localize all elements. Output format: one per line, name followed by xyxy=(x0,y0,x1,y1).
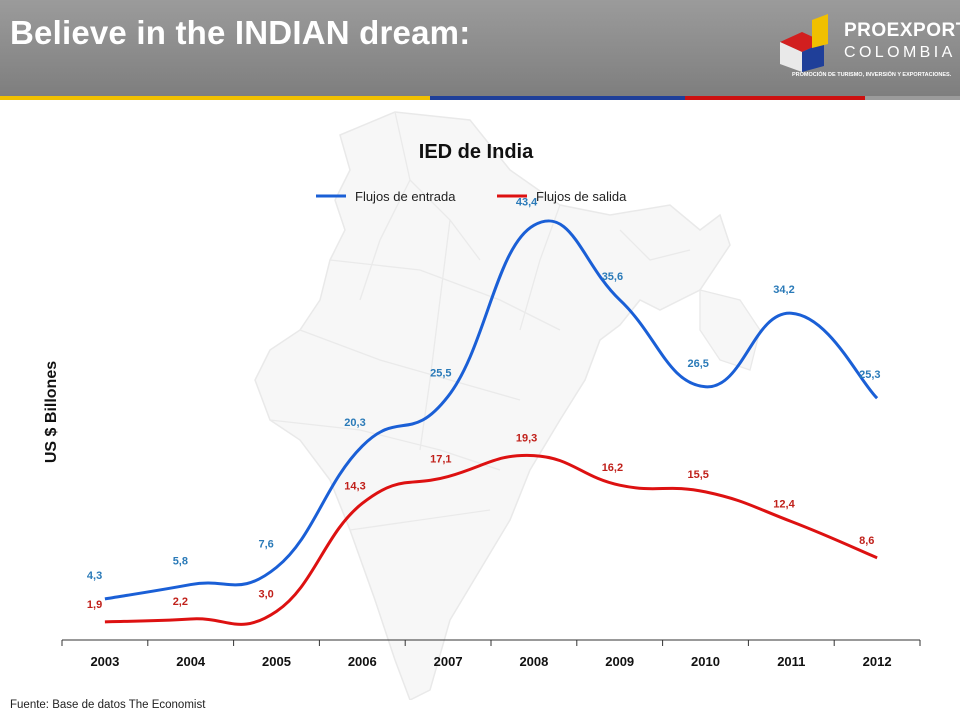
data-label-outflow: 19,3 xyxy=(516,433,537,445)
data-label-inflow: 43,4 xyxy=(516,196,538,208)
logo-line1: PROEXPORT xyxy=(844,20,960,41)
x-tick-label: 2012 xyxy=(863,654,892,669)
x-tick-label: 2010 xyxy=(691,654,720,669)
series-lines xyxy=(104,219,879,626)
x-tick-label: 2005 xyxy=(262,654,291,669)
y-axis-label: US $ Billones xyxy=(43,361,60,463)
data-label-outflow: 16,2 xyxy=(602,462,623,474)
x-tick-label: 2006 xyxy=(348,654,377,669)
x-tick-label: 2008 xyxy=(519,654,548,669)
data-label-inflow: 20,3 xyxy=(344,417,365,429)
data-label-outflow: 3,0 xyxy=(259,588,274,600)
legend-label-outflow: Flujos de salida xyxy=(536,189,627,204)
ied-line-chart: IED de India Flujos de entrada Flujos de… xyxy=(43,111,921,702)
data-label-outflow: 1,9 xyxy=(87,599,102,611)
logo-line2: COLOMBIA xyxy=(844,44,956,61)
data-label-inflow: 25,5 xyxy=(430,367,451,379)
x-tick-label: 2007 xyxy=(434,654,463,669)
stripe-yellow xyxy=(0,96,430,100)
stripe-red xyxy=(685,96,865,100)
data-label-outflow: 15,5 xyxy=(688,469,709,481)
data-label-inflow: 7,6 xyxy=(259,538,274,550)
x-tick-label: 2009 xyxy=(605,654,634,669)
data-label-inflow: 5,8 xyxy=(173,556,188,568)
series-line-outflow xyxy=(104,453,878,626)
legend-label-inflow: Flujos de entrada xyxy=(355,189,456,204)
data-label-outflow: 8,6 xyxy=(859,535,874,547)
color-stripes xyxy=(0,96,960,100)
source-note: Fuente: Base de datos The Economist xyxy=(10,699,206,711)
data-labels: 4,3 5,8 7,6 20,3 25,5 43,4 35,6 26,5 34,2 25,3 1,9… xyxy=(87,196,881,611)
data-label-outflow: 12,4 xyxy=(773,499,795,511)
chart-title: IED de India xyxy=(419,141,534,163)
data-label-inflow: 26,5 xyxy=(688,358,709,370)
stripe-blue xyxy=(430,96,685,100)
header-bar: Believe in the INDIAN dream: PROEXPORT C… xyxy=(0,0,960,96)
data-label-outflow: 17,1 xyxy=(430,454,451,466)
data-label-outflow: 2,2 xyxy=(173,596,188,608)
logo-mark-icon xyxy=(780,14,828,72)
data-label-inflow: 25,3 xyxy=(859,369,880,381)
page-title: Believe in the INDIAN dream: xyxy=(10,14,471,51)
logo-tagline: PROMOCIÓN DE TURISMO, INVERSIÓN Y EXPORT… xyxy=(792,72,952,78)
x-axis: 2003 2004 2005 2006 2007 2008 2009 2010 2011 2012 xyxy=(61,640,921,669)
x-tick-label: 2011 xyxy=(777,654,805,669)
data-label-inflow: 35,6 xyxy=(602,271,623,283)
data-label-inflow: 4,3 xyxy=(87,570,102,582)
proexport-logo: PROEXPORT COLOMBIA PROMOCIÓN DE TURISMO,… xyxy=(772,14,960,84)
data-label-outflow: 14,3 xyxy=(344,480,365,492)
chart-legend: Flujos de entrada Flujos de salida xyxy=(316,189,627,204)
india-map-silhouette xyxy=(254,111,761,702)
x-tick-label: 2004 xyxy=(176,654,206,669)
data-label-inflow: 34,2 xyxy=(773,284,794,296)
series-line-inflow xyxy=(104,219,879,601)
x-tick-label: 2003 xyxy=(90,654,119,669)
chart-area: IED de India Flujos de entrada Flujos de… xyxy=(0,100,960,702)
stripe-gray xyxy=(865,96,960,100)
